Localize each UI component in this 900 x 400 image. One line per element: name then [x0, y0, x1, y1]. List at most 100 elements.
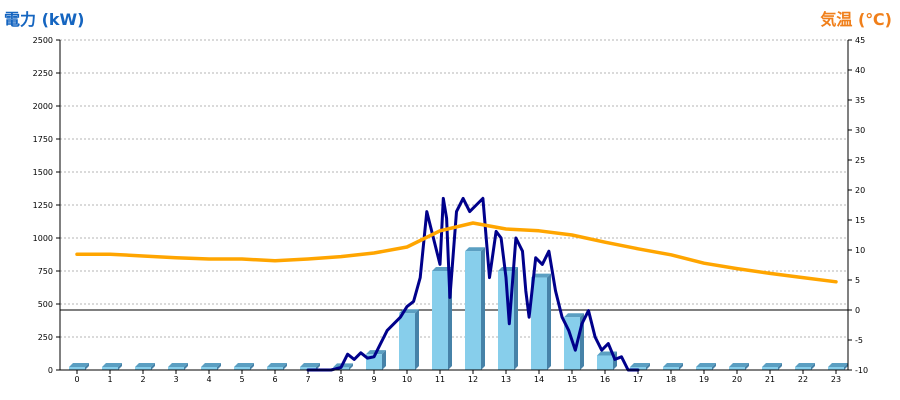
x-tick-label: 7: [305, 375, 310, 384]
bar-side-face: [481, 247, 485, 370]
bar: [531, 277, 547, 370]
x-tick-label: 8: [338, 375, 343, 384]
y2-tick-label: 25: [855, 156, 865, 165]
bar-side-face: [85, 363, 89, 370]
bar: [729, 367, 745, 370]
y-tick-label: 1250: [33, 201, 53, 210]
bar: [828, 367, 844, 370]
bar-top-face: [465, 247, 485, 252]
x-tick-label: 3: [173, 375, 178, 384]
y-tick-label: 2500: [33, 36, 53, 45]
bar: [465, 251, 481, 370]
bar-top-face: [102, 363, 122, 367]
bar-top-face: [696, 363, 716, 367]
bar: [432, 271, 448, 370]
bar-top-face: [300, 363, 320, 367]
y2-tick-label: 5: [855, 276, 860, 285]
bar-side-face: [811, 363, 815, 370]
bar-side-face: [778, 363, 782, 370]
y-tick-label: 0: [48, 366, 53, 375]
bar-side-face: [679, 363, 683, 370]
bar-side-face: [151, 363, 155, 370]
bar-top-face: [168, 363, 188, 367]
x-tick-label: 16: [600, 375, 610, 384]
x-tick-label: 17: [633, 375, 643, 384]
bar-top-face: [531, 273, 551, 278]
x-tick-label: 12: [468, 375, 478, 384]
bar: [762, 367, 778, 370]
y-tick-label: 250: [38, 333, 53, 342]
bar-side-face: [283, 363, 287, 370]
bar-side-face: [745, 363, 749, 370]
x-tick-label: 9: [371, 375, 376, 384]
bar-side-face: [250, 363, 254, 370]
bar-top-face: [201, 363, 221, 367]
right-axis-title: 気温 (℃): [820, 10, 892, 29]
x-tick-label: 1: [107, 375, 112, 384]
x-tick-label: 15: [567, 375, 577, 384]
bar-side-face: [547, 273, 551, 370]
bar: [201, 367, 217, 370]
bar-top-face: [267, 363, 287, 367]
y2-tick-label: 15: [855, 216, 865, 225]
y-tick-label: 1000: [33, 234, 53, 243]
y-tick-label: 1750: [33, 135, 53, 144]
bar-side-face: [646, 363, 650, 370]
x-tick-label: 22: [798, 375, 808, 384]
x-tick-label: 4: [206, 375, 211, 384]
x-tick-label: 23: [831, 375, 841, 384]
bar-top-face: [135, 363, 155, 367]
bar: [663, 367, 679, 370]
x-tick-label: 20: [732, 375, 742, 384]
bar-side-face: [712, 363, 716, 370]
bar-top-face: [729, 363, 749, 367]
y2-tick-label: 30: [855, 126, 865, 135]
bar: [399, 313, 415, 370]
bar-top-face: [564, 313, 584, 318]
bar-side-face: [217, 363, 221, 370]
bar: [795, 367, 811, 370]
bar-side-face: [184, 363, 188, 370]
y-tick-label: 500: [38, 300, 53, 309]
bar: [168, 367, 184, 370]
bar-top-face: [762, 363, 782, 367]
x-tick-label: 6: [272, 375, 277, 384]
x-tick-label: 0: [74, 375, 79, 384]
y2-tick-label: -5: [855, 336, 863, 345]
bar: [69, 367, 85, 370]
bar-top-face: [828, 363, 848, 367]
bar: [696, 367, 712, 370]
left-axis-title: 電力 (kW): [4, 10, 85, 29]
x-tick-label: 21: [765, 375, 775, 384]
bar-side-face: [514, 267, 518, 370]
x-tick-label: 10: [402, 375, 412, 384]
y-tick-label: 2000: [33, 102, 53, 111]
bar-top-face: [795, 363, 815, 367]
bar-side-face: [349, 363, 353, 370]
bar-side-face: [316, 363, 320, 370]
y2-tick-label: 0: [855, 306, 860, 315]
x-tick-label: 18: [666, 375, 676, 384]
y2-tick-label: 10: [855, 246, 865, 255]
temperature-line: [75, 221, 838, 284]
y-tick-label: 1500: [33, 168, 53, 177]
bar-side-face: [382, 350, 386, 370]
bar-top-face: [432, 267, 452, 271]
y-tick-label: 750: [38, 267, 53, 276]
y2-tick-label: 35: [855, 96, 865, 105]
bar-top-face: [663, 363, 683, 367]
x-tick-label: 14: [534, 375, 544, 384]
bar: [597, 355, 613, 370]
bar: [135, 367, 151, 370]
y-tick-label: 2250: [33, 69, 53, 78]
bar-top-face: [234, 363, 254, 367]
y2-tick-label: 20: [855, 186, 865, 195]
bar-side-face: [415, 309, 419, 370]
x-tick-label: 19: [699, 375, 709, 384]
y2-tick-label: 40: [855, 66, 865, 75]
bar-side-face: [844, 363, 848, 370]
y2-tick-label: 45: [855, 36, 865, 45]
x-tick-label: 5: [239, 375, 244, 384]
y2-tick-label: -10: [855, 366, 868, 375]
